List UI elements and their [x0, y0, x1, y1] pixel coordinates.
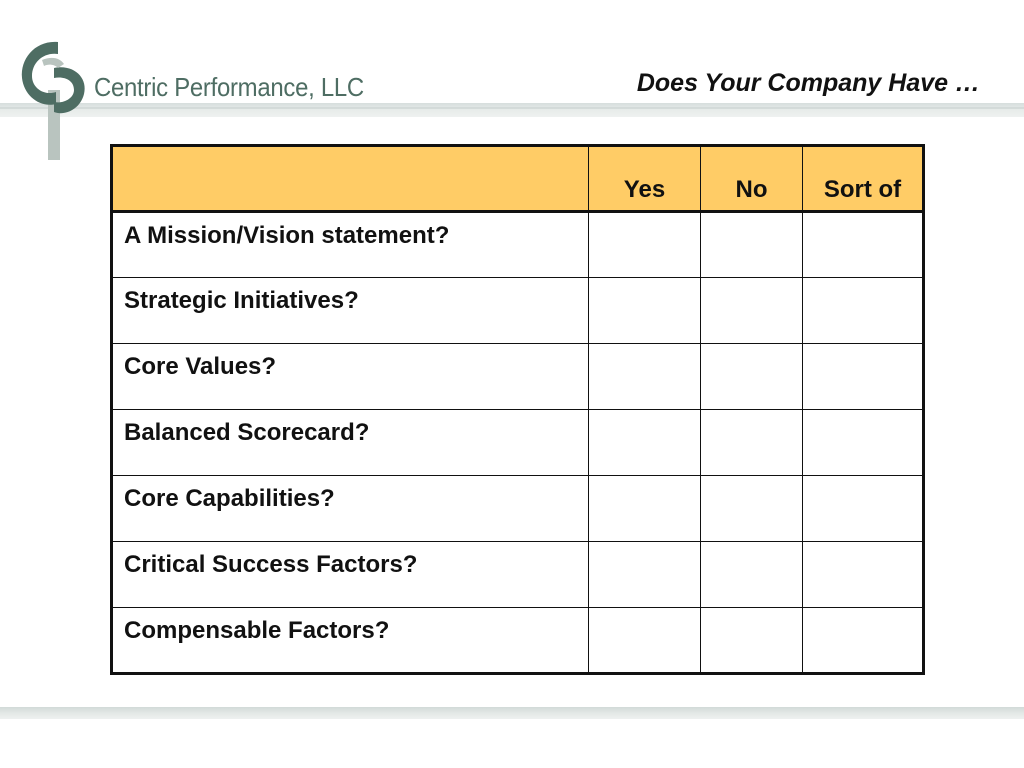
question-cell: Balanced Scorecard?: [111, 409, 589, 476]
question-cell: Core Capabilities?: [111, 475, 589, 542]
header-cell-yes: Yes: [588, 145, 701, 213]
table-row: Critical Success Factors?: [111, 541, 924, 608]
answer-cell-yes[interactable]: [588, 475, 701, 542]
answer-cell-no[interactable]: [700, 541, 803, 608]
answer-cell-sort-of[interactable]: [802, 607, 924, 674]
answer-cell-yes[interactable]: [588, 277, 701, 344]
answer-cell-yes[interactable]: [588, 211, 701, 278]
footer-band: [0, 707, 1024, 719]
cp-monogram-logo: [18, 38, 90, 162]
logo-mark-icon: [21, 41, 85, 160]
answer-cell-sort-of[interactable]: [802, 541, 924, 608]
answer-cell-no[interactable]: [700, 475, 803, 542]
answer-cell-no[interactable]: [700, 211, 803, 278]
answer-cell-no[interactable]: [700, 343, 803, 410]
answer-cell-no[interactable]: [700, 277, 803, 344]
answer-cell-sort-of[interactable]: [802, 211, 924, 278]
slide-title: Does Your Company Have …: [636, 69, 980, 97]
header-cell-sort-of: Sort of: [802, 145, 924, 213]
table-row: A Mission/Vision statement?: [111, 211, 924, 278]
header-band: [0, 103, 1024, 117]
question-cell: A Mission/Vision statement?: [111, 211, 589, 278]
answer-cell-no[interactable]: [700, 607, 803, 674]
table-row: Compensable Factors?: [111, 607, 924, 674]
table-row: Core Values?: [111, 343, 924, 410]
question-cell: Compensable Factors?: [111, 607, 589, 674]
header-cell-question: [111, 145, 589, 213]
answer-cell-sort-of[interactable]: [802, 343, 924, 410]
header-cell-no: No: [700, 145, 803, 213]
question-cell: Strategic Initiatives?: [111, 277, 589, 344]
answer-cell-yes[interactable]: [588, 409, 701, 476]
company-name: Centric Performance, LLC: [94, 72, 364, 102]
answer-cell-sort-of[interactable]: [802, 409, 924, 476]
answer-cell-yes[interactable]: [588, 607, 701, 674]
answer-cell-yes[interactable]: [588, 343, 701, 410]
header-band-line: [0, 107, 1024, 109]
answer-cell-sort-of[interactable]: [802, 475, 924, 542]
answer-cell-yes[interactable]: [588, 541, 701, 608]
table-row: Strategic Initiatives?: [111, 277, 924, 344]
question-cell: Critical Success Factors?: [111, 541, 589, 608]
survey-table: Yes No Sort of A Mission/Vision statemen…: [110, 144, 925, 675]
answer-cell-no[interactable]: [700, 409, 803, 476]
table-header-row: Yes No Sort of: [111, 145, 924, 213]
question-cell: Core Values?: [111, 343, 589, 410]
table-row: Balanced Scorecard?: [111, 409, 924, 476]
answer-cell-sort-of[interactable]: [802, 277, 924, 344]
table-row: Core Capabilities?: [111, 475, 924, 542]
